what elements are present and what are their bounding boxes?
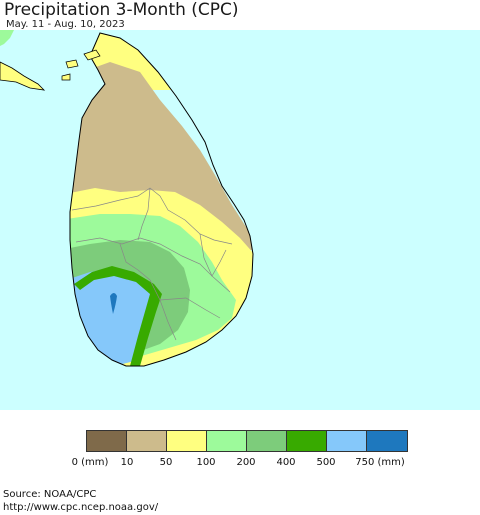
legend-label-4: 200 bbox=[236, 457, 256, 468]
legend-label-2: 50 bbox=[159, 457, 173, 468]
legend-label-0: 0 (mm) bbox=[71, 457, 109, 468]
province-lines bbox=[71, 187, 233, 341]
map-title: Precipitation 3-Month (CPC) bbox=[4, 0, 239, 20]
precipitation-map bbox=[0, 30, 480, 410]
legend-label-1: 10 bbox=[120, 457, 134, 468]
legend-swatch-0 bbox=[87, 431, 127, 451]
legend-label-6: 500 bbox=[316, 457, 336, 468]
legend-swatch-1 bbox=[127, 431, 167, 451]
band-blue-spot bbox=[110, 293, 117, 314]
band-darkgreen-arc bbox=[74, 266, 162, 366]
legend-swatch-5 bbox=[287, 431, 327, 451]
source-credit: Source: NOAA/CPC bbox=[3, 489, 97, 500]
legend-label-7: 750 (mm) bbox=[355, 457, 405, 468]
legend-swatch-4 bbox=[247, 431, 287, 451]
legend-label-3: 100 bbox=[196, 457, 216, 468]
india-coast-land bbox=[0, 61, 46, 91]
india-coast bbox=[0, 30, 14, 46]
source-url: http://www.cpc.ncep.noaa.gov/ bbox=[3, 502, 159, 513]
northern-islets bbox=[61, 49, 101, 81]
date-range-subtitle: May. 11 - Aug. 10, 2023 bbox=[6, 19, 125, 30]
legend-swatch-3 bbox=[207, 431, 247, 451]
legend-label-5: 400 bbox=[276, 457, 296, 468]
legend-swatch-6 bbox=[327, 431, 367, 451]
sri-lanka-coastline bbox=[69, 32, 254, 367]
legend-swatch-2 bbox=[167, 431, 207, 451]
legend-swatch-7 bbox=[367, 431, 407, 451]
legend-color-bar bbox=[86, 430, 408, 452]
